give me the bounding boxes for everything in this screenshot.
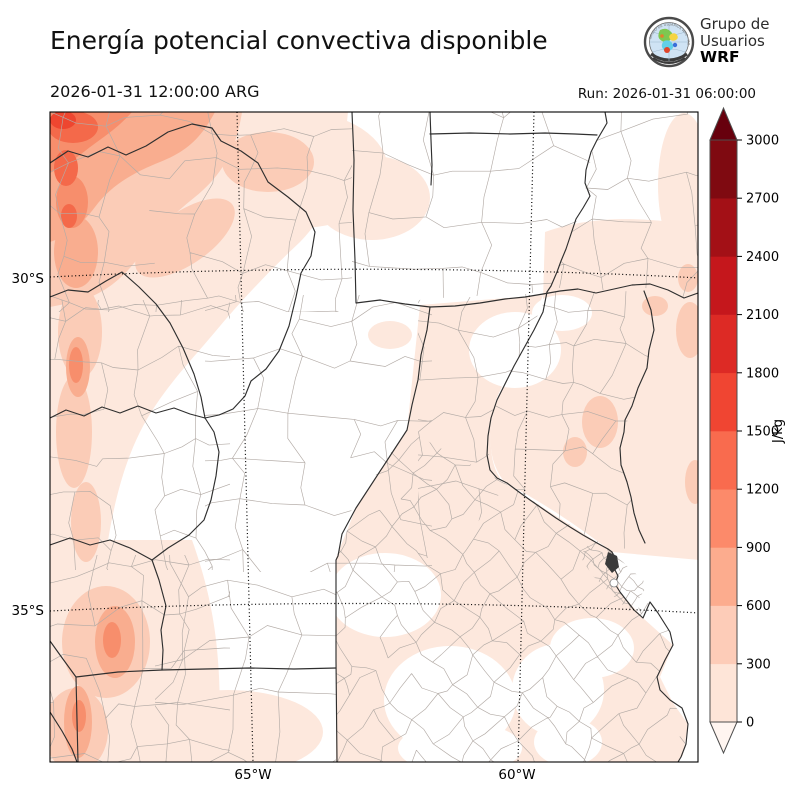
lat-tick-35s: 35°S — [11, 603, 45, 619]
colorbar-tick-label: 900 — [746, 541, 771, 556]
colorbar-tick-label: 1500 — [746, 425, 779, 440]
colorbar-segment — [710, 314, 737, 374]
colorbar-tick-label: 2700 — [746, 192, 779, 207]
colorbar-segment — [710, 489, 737, 548]
lat-tick-30s: 30°S — [11, 271, 45, 287]
colorbar-segment — [710, 605, 737, 665]
colorbar-over-arrow — [709, 106, 738, 141]
colorbar-segment — [710, 547, 737, 606]
lon-tick-60w: 60°W — [498, 767, 536, 783]
colorbar-segment — [710, 372, 737, 432]
valid-time-label: 2026-01-31 12:00:00 ARG — [50, 82, 260, 101]
city-caba-patch — [605, 552, 619, 573]
lon-tick-65w: 65°W — [234, 767, 272, 783]
colorbar-tick-label: 0 — [746, 716, 754, 731]
wrf-users-group-logo: GRUPO DE USUARIOS WRF · MODELADO NUMERIC… — [640, 14, 800, 74]
graticule-gridlines — [50, 112, 698, 762]
colorbar-unit-label: J/kg — [771, 419, 786, 444]
colorbar-tick-label: 2400 — [746, 250, 779, 265]
colorbar-tick-label: 600 — [746, 599, 771, 614]
logo-line2: Usuarios — [700, 31, 765, 50]
colorbar-tick-label: 3000 — [746, 134, 779, 149]
logo-text: Grupo de Usuarios WRF — [700, 16, 770, 66]
cape-shading-level6 — [50, 112, 76, 129]
cape-shading-level5 — [50, 112, 98, 228]
colorbar-segment — [710, 140, 737, 199]
globe-emblem-icon: GRUPO DE USUARIOS WRF · MODELADO NUMERIC… — [640, 14, 695, 68]
colorbar-tick-label: 1800 — [746, 366, 779, 381]
colorbar-segment — [710, 256, 737, 315]
province-boundaries — [50, 112, 698, 762]
run-time-label: Run: 2026-01-31 06:00:00 — [577, 86, 756, 102]
colorbar-tick-label: 300 — [746, 657, 771, 672]
lagoon-marker — [609, 578, 619, 588]
map-frame — [49, 111, 699, 763]
colorbar-segment — [710, 663, 737, 723]
logo-line3: WRF — [700, 48, 740, 66]
colorbar-tick-label: 1200 — [746, 483, 779, 498]
colorbar-segment — [710, 431, 737, 490]
colorbar-segment — [710, 198, 737, 257]
colorbar-tick-label: 2100 — [746, 308, 779, 323]
colorbar: 0 300 600 900 1200 1500 1800 2100 2400 2700 3000 J/… — [709, 106, 786, 755]
logo-line1: Grupo de — [700, 15, 770, 33]
colorbar-under-arrow — [709, 721, 738, 755]
page-title: Energía potencial convectiva disponible — [50, 26, 548, 55]
